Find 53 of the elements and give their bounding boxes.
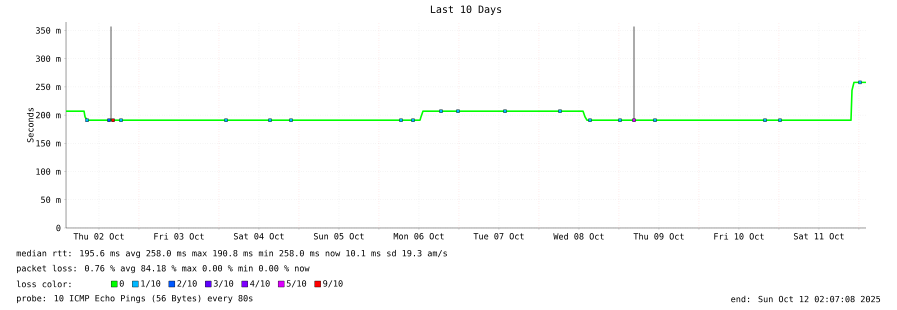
text: probe: 10 ICMP Echo Pings (56 Bytes) every 80s	[17, 294, 252, 304]
y-tick-label: 0	[56, 224, 60, 232]
point	[439, 109, 443, 113]
point	[588, 118, 592, 122]
legend-label: 3/10	[214, 280, 234, 288]
x-tick-label: Fri 10 Oct	[714, 233, 764, 240]
y-tick-label: 200 m	[36, 112, 61, 118]
point	[858, 80, 862, 84]
x-tick-label: Tue 07 Oct	[474, 233, 524, 240]
point	[85, 118, 89, 122]
x-tick-label: Thu 09 Oct	[634, 233, 684, 240]
y-axis-title: Seconds	[26, 108, 34, 142]
legend-label: 1/10	[141, 280, 160, 288]
point	[558, 109, 562, 113]
point	[289, 118, 293, 122]
y-tick-label: 250 m	[36, 84, 61, 90]
text: median rtt: 195.6 ms avg 258.0 ms max 190.8 ms min 258.0 ms now 10.1 ms sd 19.3 am/s	[16, 250, 447, 258]
point	[618, 118, 622, 122]
point	[503, 109, 507, 113]
y-tick-label: 150 m	[36, 140, 61, 147]
point	[119, 118, 123, 122]
legend-label: 5/10	[286, 280, 306, 288]
legend-label: 2/10	[177, 280, 197, 288]
legend-title: loss color:	[16, 280, 70, 288]
legend-label: 4/10	[250, 280, 270, 288]
y-tick-label: 100 m	[36, 168, 61, 175]
x-tick-label: Thu 02 Oct	[74, 233, 124, 240]
legend-label: 0	[120, 280, 124, 287]
point	[111, 118, 115, 122]
chart-title: Last 10 Days	[430, 5, 502, 15]
point	[632, 118, 636, 122]
point	[653, 118, 657, 122]
point	[763, 118, 767, 122]
point	[268, 118, 272, 122]
point	[778, 118, 782, 122]
x-tick-label: Sun 05 Oct	[314, 233, 364, 240]
y-tick-label: 50 m	[41, 196, 61, 203]
text: end: Sun Oct 12 02:07:08 2025	[731, 296, 880, 302]
x-tick-label: Mon 06 Oct	[394, 233, 444, 240]
x-tick-label: Sat 04 Oct	[234, 233, 284, 240]
x-tick-label: Fri 03 Oct	[154, 233, 204, 240]
legend-label: 9/10	[323, 280, 343, 288]
line-series	[66, 82, 866, 121]
point	[399, 118, 403, 122]
x-tick-label: Sat 11 Oct	[794, 233, 844, 240]
point	[411, 118, 415, 122]
y-tick-label: 350 m	[36, 27, 61, 34]
y-tick-label: 300 m	[36, 55, 61, 62]
point	[456, 109, 460, 113]
text: packet loss: 0.76 % avg 84.18 % max 0.00 % min 0.00 % now	[17, 264, 310, 274]
point	[224, 118, 228, 122]
x-tick-label: Wed 08 Oct	[553, 233, 604, 240]
point	[107, 118, 111, 122]
